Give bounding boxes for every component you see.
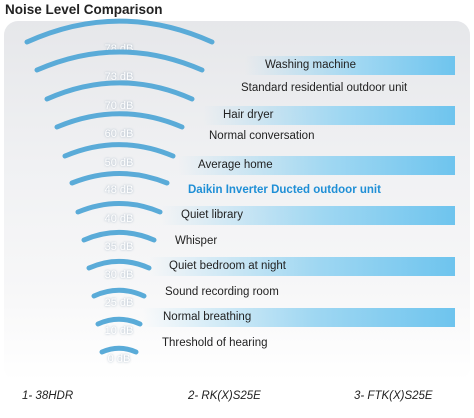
level-bar — [245, 56, 455, 75]
db-value: 70 dB — [104, 100, 134, 112]
noise-level-row: Washing machine — [245, 56, 455, 75]
sound-wave-arc — [62, 142, 176, 159]
sound-wave-arc — [81, 229, 157, 243]
page-title: Noise Level Comparison — [5, 2, 163, 17]
level-label: Threshold of hearing — [162, 337, 268, 349]
level-label: Normal breathing — [163, 311, 252, 323]
noise-level-row: Standard residential outdoor unit — [221, 79, 455, 98]
db-value: 48 dB — [104, 184, 134, 196]
noise-level-row: Quiet library — [161, 206, 455, 225]
db-value: 35 dB — [104, 241, 134, 253]
sound-wave-arc — [54, 111, 184, 130]
level-label: Whisper — [175, 235, 218, 247]
sound-wave-arc — [69, 171, 169, 186]
db-value: 10 dB — [104, 325, 134, 337]
sound-wave-arc — [91, 287, 147, 299]
level-label: Daikin Inverter Ducted outdoor unit — [188, 184, 381, 196]
noise-level-row: Whisper — [155, 232, 455, 251]
level-bar — [203, 106, 455, 125]
noise-level-row: Normal breathing — [143, 308, 455, 327]
footer-model-2: 2- RK(X)S25E — [188, 390, 261, 402]
level-label: Standard residential outdoor unit — [241, 82, 408, 94]
noise-level-row: Quiet bedroom at night — [149, 257, 455, 276]
level-bar — [149, 257, 455, 276]
level-label: Normal conversation — [209, 130, 315, 142]
db-value: 40 dB — [104, 213, 134, 225]
sound-wave-arc — [99, 345, 139, 355]
noise-level-row: Threshold of hearing — [142, 334, 455, 353]
level-bar — [143, 308, 455, 327]
level-label: Hair dryer — [223, 109, 274, 121]
sound-wave-arc — [86, 258, 152, 271]
db-value: 73 dB — [104, 71, 134, 83]
sound-wave-arc — [24, 18, 214, 45]
sound-wave-arc — [95, 316, 143, 327]
level-bar — [161, 206, 455, 225]
db-value: 0 dB — [107, 353, 131, 365]
db-value: 30 dB — [104, 269, 134, 281]
noise-level-row: Daikin Inverter Ducted outdoor unit — [168, 181, 455, 200]
noise-level-row: Normal conversation — [189, 127, 455, 146]
noise-level-row: Sound recording room — [145, 283, 455, 302]
sound-wave-arc — [75, 200, 163, 215]
level-label: Quiet library — [181, 209, 243, 221]
noise-level-row: Average home — [178, 156, 455, 175]
level-bar — [178, 156, 455, 175]
level-label: Sound recording room — [165, 286, 279, 298]
level-label: Washing machine — [265, 59, 356, 71]
sound-wave-arc — [34, 49, 204, 73]
footer-model-1: 1- 38HDR — [22, 390, 74, 402]
sound-wave-arc — [44, 80, 194, 102]
level-label: Quiet bedroom at night — [169, 260, 286, 272]
db-value: 50 dB — [104, 157, 134, 169]
db-value: 25 dB — [104, 297, 134, 309]
noise-level-row: Hair dryer — [203, 106, 455, 125]
db-value: 60 dB — [104, 128, 134, 140]
footer-model-3: 3- FTK(X)S25E — [354, 390, 433, 402]
level-label: Average home — [198, 159, 273, 171]
